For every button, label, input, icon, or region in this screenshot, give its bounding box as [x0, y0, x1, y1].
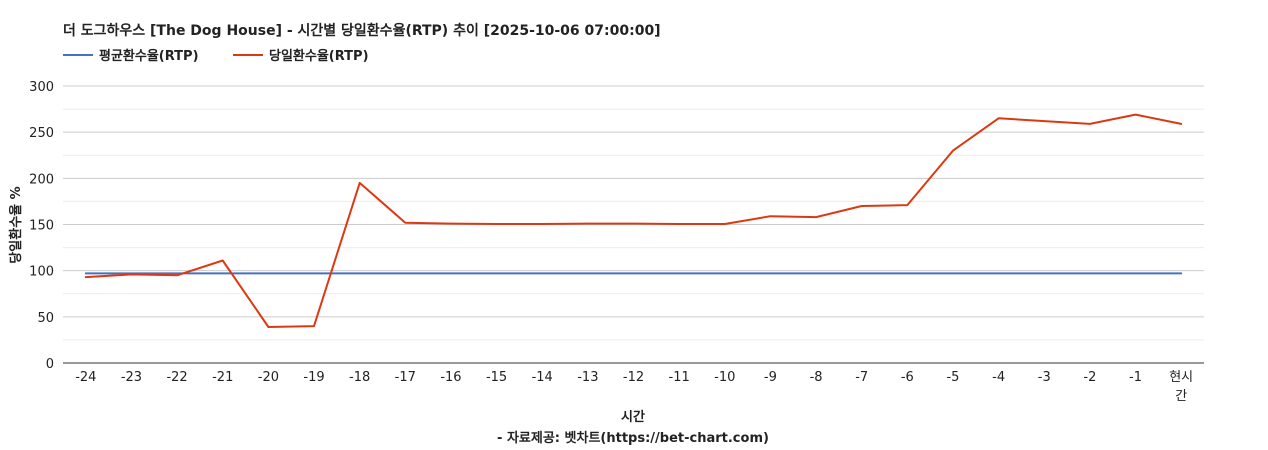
- x-axis-ticks: -24 -23 -22 -21 -20 -19 -18 -17 -16 -15 -14 -13 -12 -…: [75, 370, 1193, 404]
- x-tick-label: -13: [577, 370, 598, 385]
- x-tick-label: -10: [714, 370, 735, 385]
- legend-label-daily-rtp: 당일환수율(RTP): [269, 48, 369, 64]
- x-tick-label: -11: [669, 370, 690, 385]
- x-tick-label: -3: [1038, 370, 1051, 385]
- x-tick-label: -19: [303, 370, 324, 385]
- x-axis-title: 시간: [621, 409, 645, 425]
- x-tick-label: -6: [901, 370, 914, 385]
- x-tick-label: -22: [166, 370, 187, 385]
- y-tick-label: 250: [29, 126, 54, 141]
- source-credit: - 자료제공: 벳차트(https://bet-chart.com): [497, 430, 769, 446]
- y-tick-label: 150: [29, 219, 54, 234]
- y-axis-ticks: 0 50 100 150 200 250 300: [29, 80, 54, 372]
- series-line-daily-rtp: [84, 113, 1183, 328]
- x-tick-label: -20: [258, 370, 279, 385]
- y-axis-title: 당일환수율 %: [8, 186, 24, 263]
- y-tick-label: 50: [37, 311, 54, 326]
- x-tick-label: -8: [810, 370, 823, 385]
- x-tick-label: -9: [764, 370, 777, 385]
- x-tick-label: -15: [486, 370, 507, 385]
- x-tick-label: -21: [212, 370, 233, 385]
- x-tick-label: -4: [992, 370, 1005, 385]
- x-tick-label: -1: [1129, 370, 1142, 385]
- x-tick-label: -5: [946, 370, 959, 385]
- x-tick-label: -7: [855, 370, 868, 385]
- legend: 평균환수율(RTP) 당일환수율(RTP): [63, 48, 369, 64]
- gridlines: [63, 85, 1204, 341]
- x-tick-label: -12: [623, 370, 644, 385]
- x-tick-label: -2: [1083, 370, 1096, 385]
- legend-label-average-rtp: 평균환수율(RTP): [99, 48, 199, 64]
- x-tick-label: -14: [532, 370, 553, 385]
- x-tick-label: -17: [395, 370, 416, 385]
- x-tick-label: -18: [349, 370, 370, 385]
- x-tick-label: -24: [75, 370, 96, 385]
- y-tick-label: 100: [29, 265, 54, 280]
- y-tick-label: 0: [46, 357, 54, 372]
- chart-title: 더 도그하우스 [The Dog House] - 시간별 당일환수율(RTP)…: [63, 22, 661, 39]
- x-tick-label: -16: [440, 370, 461, 385]
- y-tick-label: 300: [29, 80, 54, 95]
- x-tick-label: -23: [121, 370, 142, 385]
- series-lines: [84, 113, 1183, 328]
- x-tick-label: 현시 간: [1169, 370, 1193, 404]
- y-tick-label: 200: [29, 172, 54, 187]
